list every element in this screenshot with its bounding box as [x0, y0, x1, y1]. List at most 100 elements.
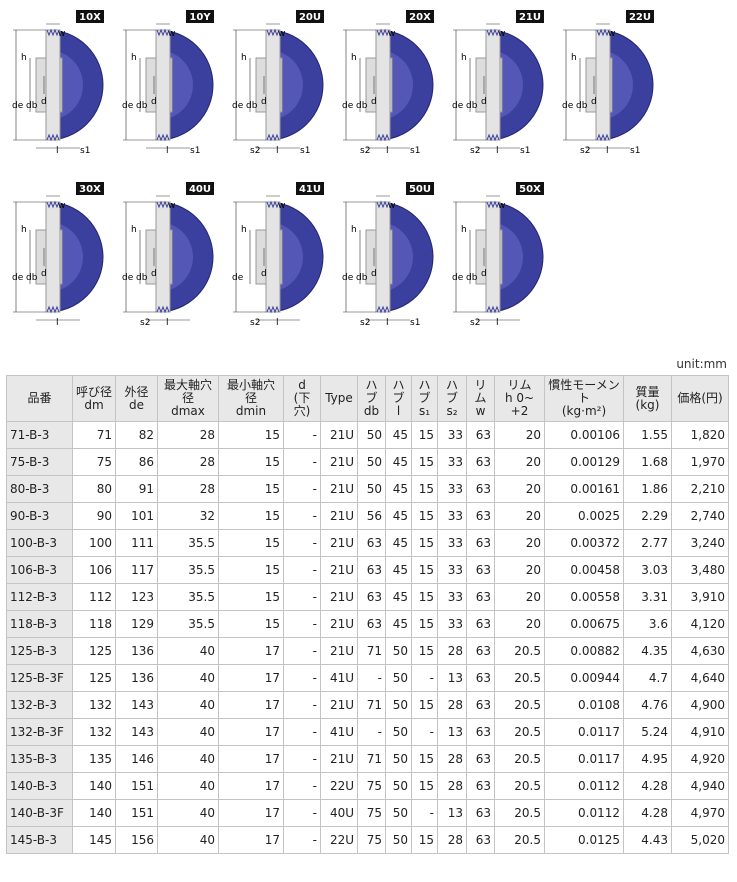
- table-cell: 56: [357, 502, 386, 530]
- dim-label: l: [496, 318, 499, 328]
- table-cell: 4,120: [671, 610, 729, 638]
- code-label: 20U: [299, 12, 321, 23]
- table-cell: 40: [157, 799, 219, 827]
- table-cell: -: [283, 610, 321, 638]
- pulley-diagram: 20X w h de db d s2 l s1: [342, 10, 434, 156]
- dim-label: w: [498, 201, 505, 211]
- code-badge: [296, 182, 324, 195]
- table-cell: 145-B-3: [6, 826, 73, 854]
- dim-label: h: [21, 225, 27, 235]
- table-cell: 4.95: [623, 745, 672, 773]
- table-cell: 21U: [320, 745, 358, 773]
- table-cell: -: [283, 529, 321, 557]
- table-cell: 75: [357, 772, 386, 800]
- table-cell: 20: [494, 529, 545, 557]
- table-cell: 20.5: [494, 718, 545, 746]
- dim-lines: [233, 195, 300, 321]
- table-cell: 145: [72, 826, 116, 854]
- dim-label: d: [41, 269, 47, 279]
- table-cell: -: [283, 556, 321, 584]
- table-cell: 63: [466, 664, 495, 692]
- dim-lines: [233, 23, 300, 149]
- table-cell: 1.68: [623, 448, 672, 476]
- table-cell: 40: [157, 745, 219, 773]
- table-cell: 15: [411, 529, 438, 557]
- table-cell: 146: [115, 745, 158, 773]
- code-label: 50X: [519, 184, 541, 195]
- table-cell: 132: [72, 718, 116, 746]
- table-cell: 15: [411, 583, 438, 611]
- dim-label: de: [232, 273, 244, 283]
- table-cell: 50: [385, 772, 412, 800]
- dim-label: db: [26, 101, 38, 111]
- table-cell: 2,210: [671, 475, 729, 503]
- table-cell: 140: [72, 772, 116, 800]
- table-cell: 3,240: [671, 529, 729, 557]
- table-cell: 4.28: [623, 772, 672, 800]
- code-badge: [516, 182, 544, 195]
- table-cell: -: [283, 691, 321, 719]
- dim-lines: [343, 23, 410, 149]
- table-cell: 35.5: [157, 610, 219, 638]
- pulley-diagram: 10Y w h de db d l s1: [122, 10, 214, 156]
- table-cell: 112-B-3: [6, 583, 73, 611]
- dim-lines: [453, 195, 520, 321]
- table-row: 132-B-3F 132 143 40 17-41U -50-13 63 20.5 0.0117…: [6, 718, 729, 746]
- table-cell: 45: [385, 583, 412, 611]
- table-cell: 4,920: [671, 745, 729, 773]
- table-cell: 40: [157, 691, 219, 719]
- header-cell: 最小軸穴 径 dmin: [218, 375, 284, 422]
- table-cell: 28: [437, 637, 467, 665]
- table-cell: 15: [411, 475, 438, 503]
- dim-label: de: [122, 101, 134, 111]
- table-cell: 20.5: [494, 664, 545, 692]
- table-cell: 156: [115, 826, 158, 854]
- table-cell: 5,020: [671, 826, 729, 854]
- table-cell: -: [411, 718, 438, 746]
- dim-label: de: [12, 273, 24, 283]
- pulley-diagram: 40U w h de db d l s2: [122, 182, 214, 328]
- dim-lines: [453, 23, 520, 149]
- table-cell: 20.5: [494, 691, 545, 719]
- table-cell: 1,820: [671, 421, 729, 449]
- table-cell: 21U: [320, 610, 358, 638]
- table-cell: 86: [115, 448, 158, 476]
- table-cell: 0.0117: [544, 745, 624, 773]
- table-cell: 0.0025: [544, 502, 624, 530]
- table-cell: 75: [357, 799, 386, 827]
- dim-label: db: [136, 101, 148, 111]
- table-cell: 45: [385, 502, 412, 530]
- table-cell: 0.0108: [544, 691, 624, 719]
- rim-section: [155, 201, 171, 313]
- code-label: 22U: [629, 12, 651, 23]
- grooves: [156, 28, 170, 142]
- table-cell: 4,940: [671, 772, 729, 800]
- grooves: [266, 28, 280, 142]
- table-cell: 63: [466, 421, 495, 449]
- code-label: 21U: [519, 12, 541, 23]
- table-cell: 20.5: [494, 799, 545, 827]
- table-cell: -: [283, 718, 321, 746]
- table-cell: 45: [385, 448, 412, 476]
- table-cell: 2.77: [623, 529, 672, 557]
- code-badge: [516, 10, 544, 23]
- dim-label: s1: [80, 146, 90, 156]
- table-cell: 50: [385, 799, 412, 827]
- dim-label: de: [342, 101, 354, 111]
- table-cell: 13: [437, 718, 467, 746]
- grooves: [376, 200, 390, 314]
- table-cell: 20: [494, 610, 545, 638]
- table-cell: 63: [466, 610, 495, 638]
- table-cell: 45: [385, 556, 412, 584]
- table-row: 80-B-3 80 91 28 15-21U 50 45 15 33 63 20 0.00161 1.8…: [6, 475, 729, 503]
- table-cell: 13: [437, 664, 467, 692]
- table-cell: 45: [385, 475, 412, 503]
- dim-label: d: [151, 97, 157, 107]
- table-cell: 17: [218, 637, 284, 665]
- table-cell: -: [283, 637, 321, 665]
- table-cell: 20.5: [494, 772, 545, 800]
- table-cell: 15: [411, 610, 438, 638]
- pulley-diagram: 50X w h de db d l s2: [452, 182, 544, 328]
- header-cell: ハブ l: [385, 375, 412, 422]
